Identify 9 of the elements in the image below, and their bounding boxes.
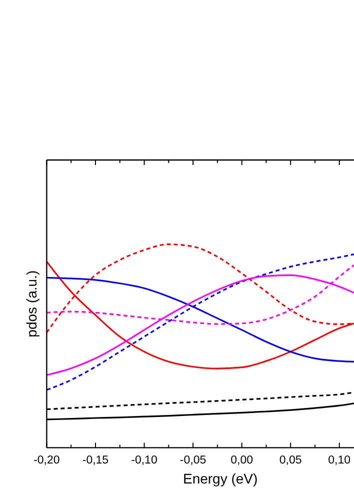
x-axis-title: Energy (eV) <box>183 470 258 487</box>
x-tick-label: -0,20 <box>34 454 60 467</box>
x-tick-label: 0,00 <box>230 454 254 467</box>
x-tick-label: -0,10 <box>131 454 158 467</box>
x-tick-label: 0,05 <box>279 454 302 467</box>
x-tick-label: -0,15 <box>82 454 109 467</box>
x-tick-label: 0,10 <box>328 454 351 467</box>
x-tick-label: -0,05 <box>180 454 206 467</box>
y-axis-title: pdos (a.u.) <box>24 270 40 338</box>
